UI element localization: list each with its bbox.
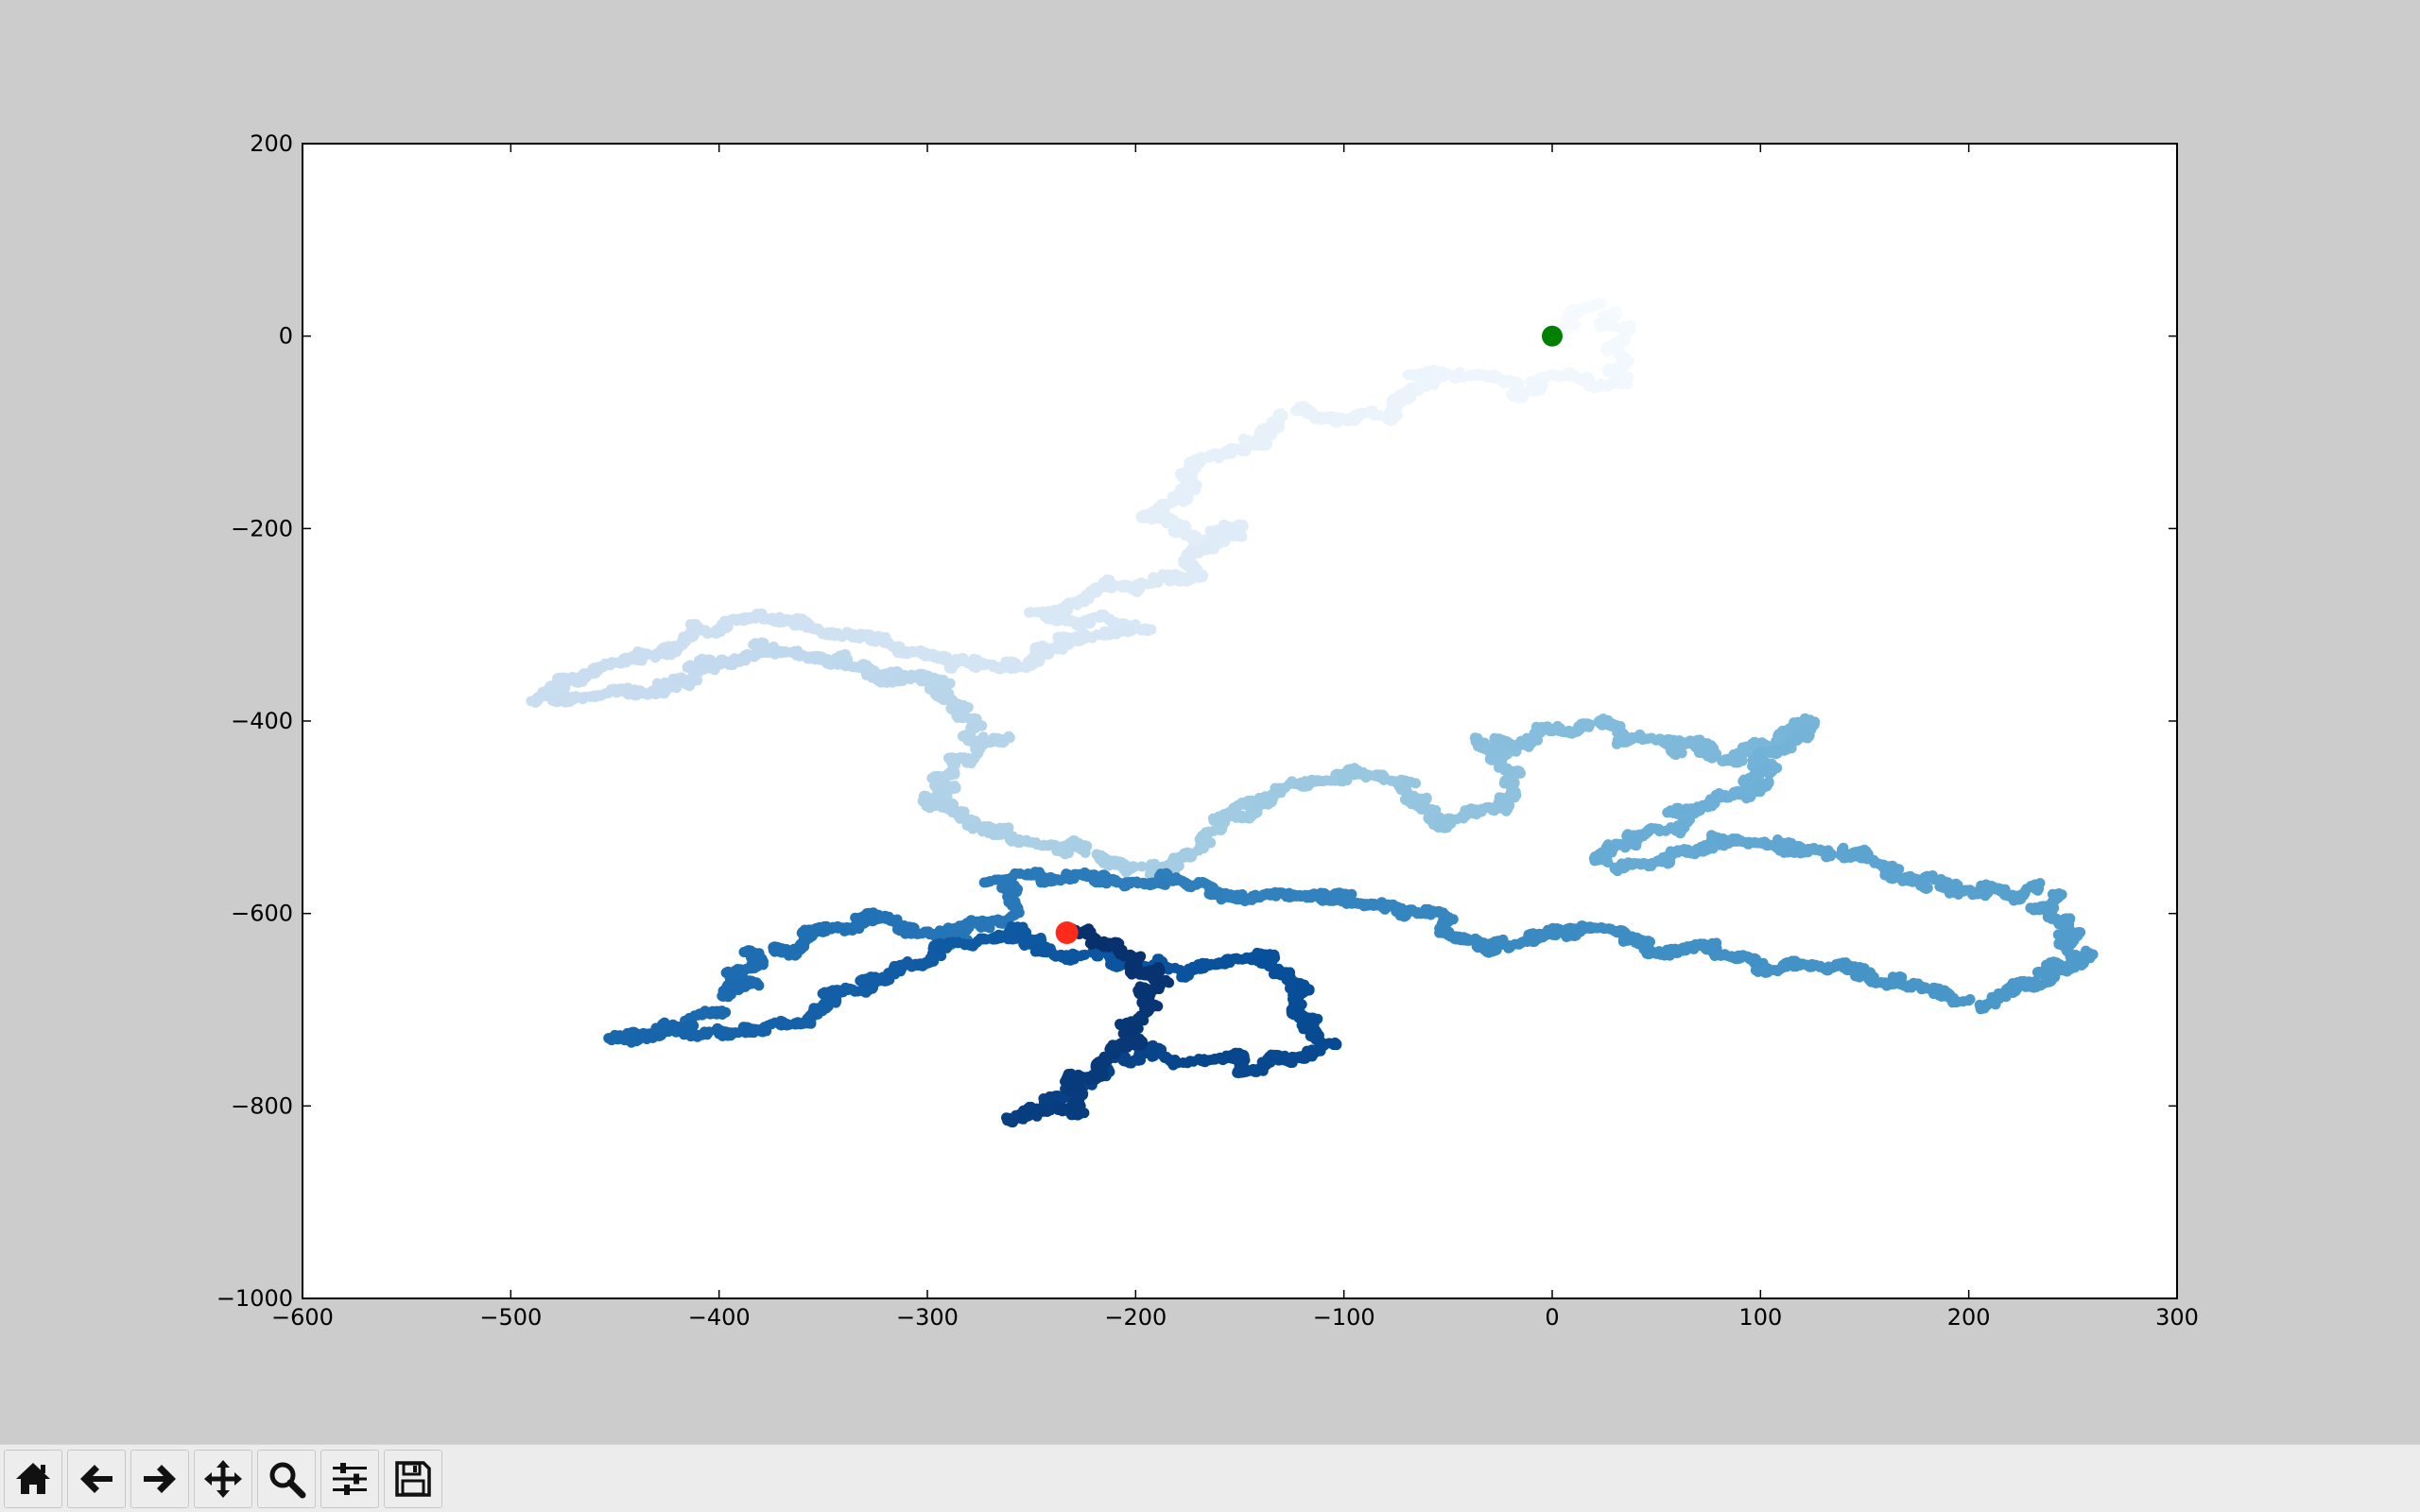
walk-point: [1290, 404, 1302, 416]
scatter-plot: −600 −500 −400 −300 −200 −100 0 100 200 300 2000−…: [216, 130, 2199, 1331]
walk-point: [1024, 607, 1035, 618]
walk-point: [1410, 778, 1422, 789]
figure-canvas: −600 −500 −400 −300 −200 −100 0 100 200 300 200 0−…: [216, 130, 2199, 1331]
walk-point: [1142, 626, 1153, 636]
walk-point: [1403, 369, 1414, 380]
axes-background: [302, 144, 2177, 1298]
walk-point: [1594, 298, 1605, 309]
walk-point: [1512, 388, 1523, 400]
walk-point: [988, 830, 999, 840]
walk-point: [1080, 847, 1091, 858]
walk-point: [1469, 732, 1480, 744]
random-walk-points: [526, 298, 2099, 1128]
walk-point: [526, 696, 537, 707]
